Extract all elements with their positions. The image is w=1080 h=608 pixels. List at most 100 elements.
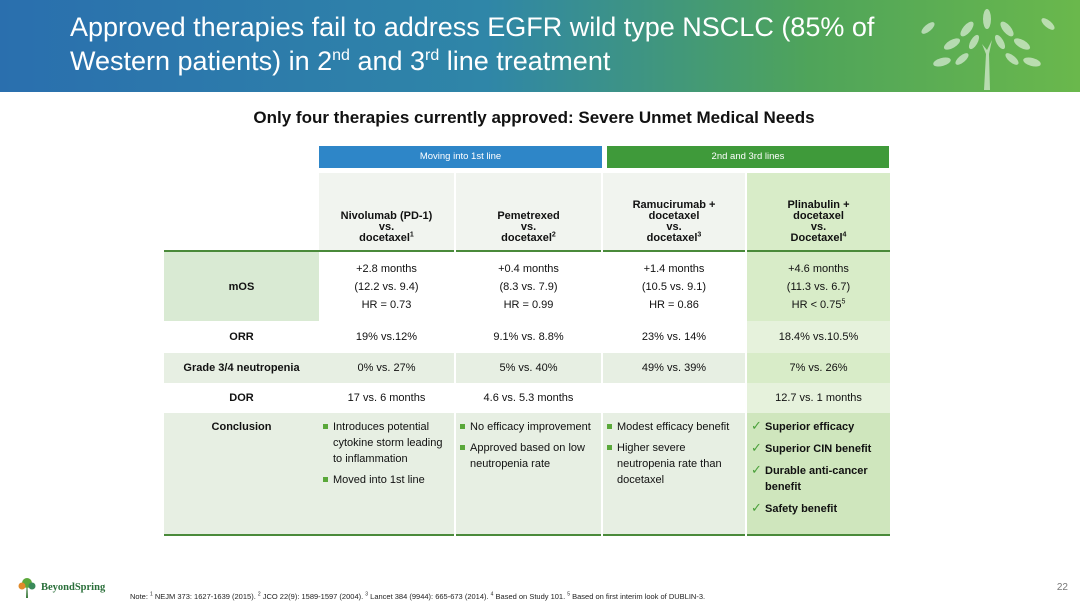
table-corner	[164, 173, 319, 251]
cell-mos-pemetrexed: +0.4 months (8.3 vs. 7.9) HR = 0.99	[454, 251, 602, 321]
note-text: NEJM 373: 1627-1639 (2015).	[152, 592, 258, 601]
company-logo: BeyondSpring	[16, 576, 105, 598]
checkmark-item: Safety benefit	[751, 500, 886, 517]
cell-neutropenia-pemetrexed: 5% vs. 40%	[454, 353, 602, 383]
note-sup: 4	[490, 591, 494, 598]
cell-mos-nivolumab: +2.8 months (12.2 vs. 9.4) HR = 0.73	[319, 251, 455, 321]
col-header-line: docetaxel2	[460, 231, 597, 244]
bullet-item: Approved based on low neutropenia rate	[460, 440, 597, 472]
note-sup: 3	[365, 591, 369, 598]
ref-sup: 3	[697, 231, 702, 239]
row-label-mos: mOS	[164, 251, 319, 321]
group-header-first-line: Moving into 1st line	[319, 146, 602, 168]
cell-line: +1.4 months	[643, 262, 705, 275]
table-row-orr: ORR 19% vs.12% 9.1% vs. 8.8% 23% vs. 14%…	[164, 321, 890, 353]
ref-sup: 1	[409, 231, 414, 239]
col-header-text: docetaxel	[646, 232, 698, 244]
cell-text: HR < 0.75	[791, 298, 842, 311]
bullet-item: No efficacy improvement	[460, 419, 597, 435]
slide-title: Approved therapies fail to address EGFR …	[70, 10, 930, 78]
note-text: Based on Study 101.	[493, 592, 568, 601]
col-header-line: docetaxel	[793, 210, 844, 222]
cell-orr-pemetrexed: 9.1% vs. 8.8%	[454, 321, 602, 353]
table-row-dor: DOR 17 vs. 6 months 4.6 vs. 5.3 months 1…	[164, 383, 890, 413]
cell-line: HR = 0.86	[649, 298, 699, 311]
comparison-table: Nivolumab (PD-1) vs. docetaxel1 Pemetrex…	[164, 173, 890, 536]
col-header-line: docetaxel1	[323, 231, 450, 244]
col-header-line: Pemetrexed	[497, 210, 560, 222]
cell-line: +4.6 months	[788, 262, 849, 275]
cell-orr-plinabulin: 18.4% vs.10.5%	[745, 321, 890, 353]
col-header-line: vs.	[666, 221, 682, 233]
cell-neutropenia-plinabulin: 7% vs. 26%	[745, 353, 890, 383]
logo-text: BeyondSpring	[41, 581, 106, 593]
bullet-item: Higher severe neutropenia rate than doce…	[607, 440, 741, 488]
checkmark-item: Durable anti-cancer benefit	[751, 462, 886, 495]
table-row-mos: mOS +2.8 months (12.2 vs. 9.4) HR = 0.73…	[164, 251, 890, 321]
column-header-ramucirumab: Ramucirumab + docetaxel vs. docetaxel3	[601, 173, 746, 251]
ref-sup: 2	[551, 231, 556, 239]
title-part: Western patients) in 2	[70, 46, 333, 76]
title-line-1: Approved therapies fail to address EGFR …	[70, 12, 875, 42]
ref-sup: 5	[841, 297, 846, 305]
title-sup: nd	[332, 47, 350, 64]
checkmark-item: Superior CIN benefit	[751, 440, 886, 457]
col-header-line: Plinabulin +	[787, 199, 850, 211]
cell-line: HR = 0.73	[361, 298, 412, 311]
row-label-dor: DOR	[164, 383, 319, 413]
col-header-line: vs.	[810, 221, 827, 233]
ref-sup: 4	[842, 231, 847, 239]
column-header-nivolumab: Nivolumab (PD-1) vs. docetaxel1	[319, 173, 455, 251]
col-header-line: Ramucirumab +	[632, 199, 716, 211]
row-label-neutropenia: Grade 3/4 neutropenia	[164, 353, 319, 383]
group-header-later-lines: 2nd and 3rd lines	[607, 146, 889, 168]
cell-dor-nivolumab: 17 vs. 6 months	[319, 383, 455, 413]
note-sup: 2	[257, 591, 261, 598]
note-text: Based on first interim look of DUBLIN-3.	[570, 592, 706, 601]
cell-conclusion-nivolumab: Introduces potential cytokine storm lead…	[319, 413, 455, 535]
col-header-text: docetaxel	[359, 232, 410, 244]
title-part: line treatment	[439, 46, 611, 76]
note-text: Note:	[130, 592, 151, 601]
col-header-line: docetaxel	[648, 210, 700, 222]
cell-mos-ramucirumab: +1.4 months (10.5 vs. 9.1) HR = 0.86	[601, 251, 746, 321]
title-line-2: Western patients) in 2nd and 3rd line tr…	[70, 44, 930, 78]
cell-line: (12.2 vs. 9.4)	[354, 280, 419, 293]
bullet-item: Moved into 1st line	[323, 472, 450, 488]
cell-neutropenia-ramucirumab: 49% vs. 39%	[601, 353, 746, 383]
cell-dor-pemetrexed: 4.6 vs. 5.3 months	[454, 383, 602, 413]
cell-orr-nivolumab: 19% vs.12%	[319, 321, 455, 353]
table-row-neutropenia: Grade 3/4 neutropenia 0% vs. 27% 5% vs. …	[164, 353, 890, 383]
cell-mos-plinabulin: +4.6 months (11.3 vs. 6.7) HR < 0.755	[745, 251, 890, 321]
col-header-text: docetaxel	[501, 232, 552, 244]
col-header-line: vs.	[378, 221, 395, 233]
col-header-line: Nivolumab (PD-1)	[340, 210, 433, 222]
header-banner: Approved therapies fail to address EGFR …	[0, 0, 1080, 92]
tree-logo-icon	[18, 578, 36, 598]
table-header-row: Nivolumab (PD-1) vs. docetaxel1 Pemetrex…	[164, 173, 890, 251]
col-header-line: Docetaxel4	[751, 231, 886, 244]
note-text: Lancet 384 (9944): 665-673 (2014).	[368, 592, 491, 601]
cell-line: (11.3 vs. 6.7)	[786, 280, 851, 293]
title-sup: rd	[425, 47, 440, 64]
row-label-conclusion: Conclusion	[164, 413, 319, 535]
column-header-plinabulin: Plinabulin + docetaxel vs. Docetaxel4	[745, 173, 890, 251]
cell-line: HR = 0.99	[503, 298, 554, 311]
cell-dor-ramucirumab	[601, 383, 746, 413]
cell-line: (10.5 vs. 9.1)	[641, 280, 707, 293]
title-part: and 3	[349, 46, 426, 76]
cell-line: +0.4 months	[498, 262, 559, 275]
cell-neutropenia-nivolumab: 0% vs. 27%	[319, 353, 455, 383]
cell-dor-plinabulin: 12.7 vs. 1 months	[745, 383, 890, 413]
cell-line: (8.3 vs. 7.9)	[499, 280, 558, 293]
subtitle: Only four therapies currently approved: …	[253, 108, 815, 127]
note-text: JCO 22(9): 1589-1597 (2004).	[260, 592, 366, 601]
checkmark-item: Superior efficacy	[751, 418, 886, 435]
cell-line: HR < 0.755	[751, 296, 886, 314]
row-label-orr: ORR	[164, 321, 319, 353]
col-header-line: vs.	[520, 221, 537, 233]
cell-orr-ramucirumab: 23% vs. 14%	[601, 321, 746, 353]
cell-conclusion-ramucirumab: Modest efficacy benefit Higher severe ne…	[601, 413, 746, 535]
table-row-conclusion: Conclusion Introduces potential cytokine…	[164, 413, 890, 535]
col-header-text: Docetaxel	[790, 232, 843, 244]
